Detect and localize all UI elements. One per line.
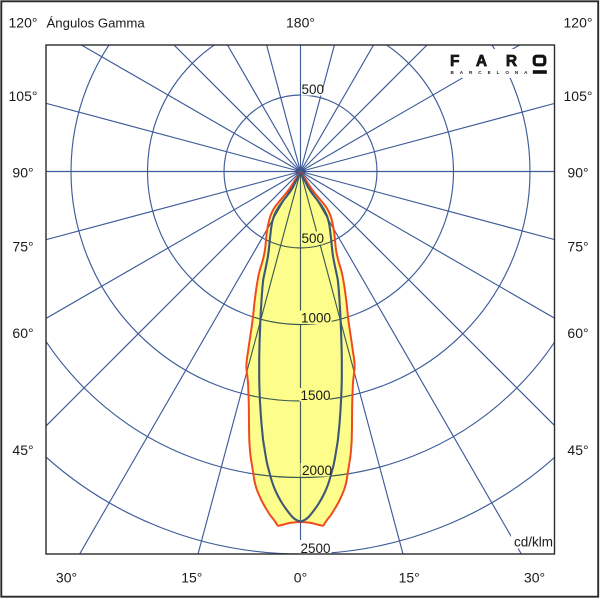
svg-text:15°: 15° <box>399 570 420 586</box>
svg-text:BARCELONA: BARCELONA <box>451 70 534 75</box>
svg-text:45°: 45° <box>567 442 588 458</box>
svg-text:cd/klm: cd/klm <box>514 535 553 550</box>
svg-text:60°: 60° <box>567 325 588 341</box>
svg-text:500: 500 <box>302 82 325 97</box>
svg-text:F: F <box>450 53 459 70</box>
svg-text:500: 500 <box>302 231 325 246</box>
svg-text:1000: 1000 <box>301 311 331 326</box>
svg-text:1500: 1500 <box>301 388 331 403</box>
svg-text:Ángulos Gamma: Ángulos Gamma <box>47 16 146 31</box>
svg-text:105°: 105° <box>564 88 593 104</box>
svg-text:180°: 180° <box>286 15 315 31</box>
svg-text:R: R <box>506 53 517 70</box>
svg-text:90°: 90° <box>12 165 33 181</box>
svg-text:2500: 2500 <box>301 541 331 556</box>
svg-text:A: A <box>476 53 487 70</box>
svg-text:60°: 60° <box>12 325 33 341</box>
svg-text:75°: 75° <box>567 239 588 255</box>
svg-text:30°: 30° <box>524 570 545 586</box>
svg-text:15°: 15° <box>181 570 202 586</box>
svg-text:2000: 2000 <box>302 463 332 478</box>
svg-text:75°: 75° <box>12 239 33 255</box>
svg-text:0°: 0° <box>294 570 307 586</box>
svg-text:120°: 120° <box>564 15 593 31</box>
svg-text:90°: 90° <box>567 165 588 181</box>
svg-text:105°: 105° <box>9 88 38 104</box>
svg-text:45°: 45° <box>12 442 33 458</box>
svg-text:30°: 30° <box>56 570 77 586</box>
svg-text:120°: 120° <box>9 15 38 31</box>
